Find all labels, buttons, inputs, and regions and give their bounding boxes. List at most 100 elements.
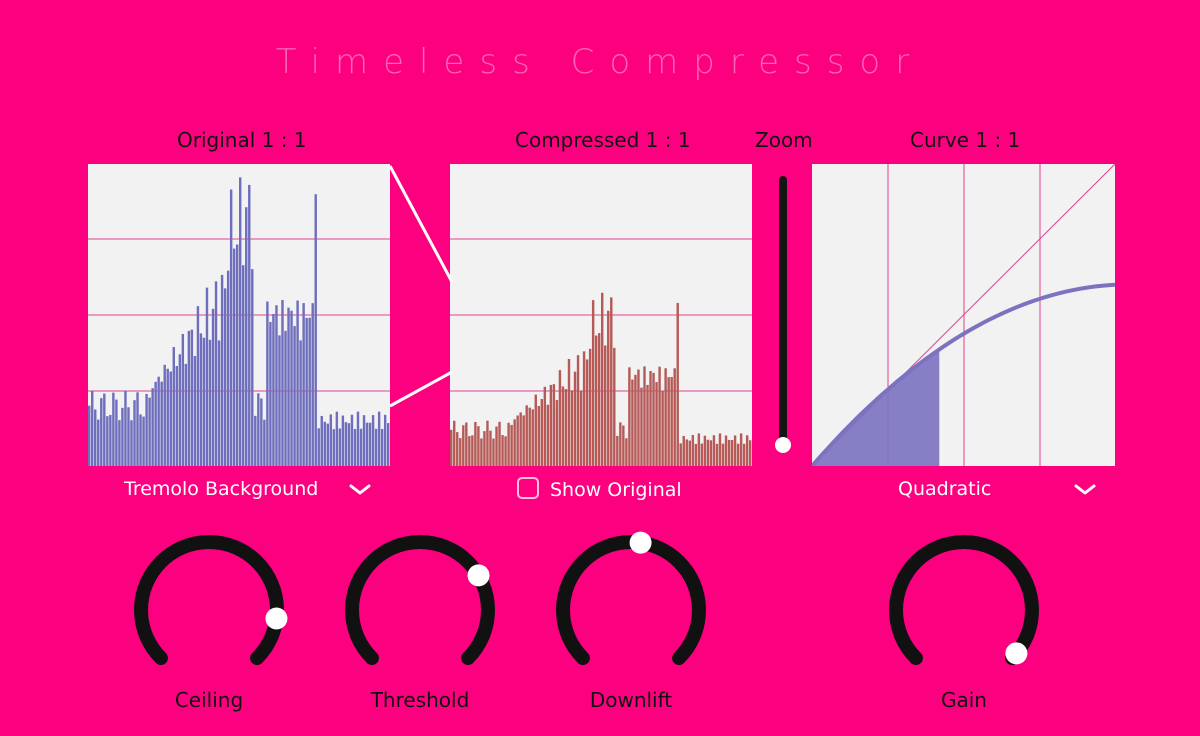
downlift-knob[interactable] xyxy=(549,530,713,680)
waveform-bar xyxy=(242,265,245,466)
waveform-bar xyxy=(293,326,296,466)
waveform-bar xyxy=(154,381,157,466)
compression-curve xyxy=(812,282,1115,466)
waveform-bar xyxy=(685,439,688,466)
waveform-bar xyxy=(329,414,333,466)
waveform-bar xyxy=(166,368,169,466)
waveform-bar xyxy=(643,366,646,466)
waveform-bar xyxy=(214,281,218,466)
waveform-bar xyxy=(450,429,453,466)
waveform-bar xyxy=(649,370,652,466)
show-original-checkbox[interactable] xyxy=(517,477,539,499)
waveform-bar xyxy=(465,422,468,466)
waveform-bar xyxy=(187,330,191,466)
preset-chevron-down-icon[interactable] xyxy=(348,483,372,497)
waveform-bar xyxy=(299,340,302,466)
compressed-waveform xyxy=(450,164,752,466)
waveform-bar xyxy=(498,421,501,466)
waveform-bar xyxy=(516,415,519,466)
curve-graph[interactable] xyxy=(812,164,1115,466)
waveform-bar xyxy=(679,443,682,466)
knob-handle[interactable] xyxy=(1005,642,1028,665)
show-original-label[interactable]: Show Original xyxy=(550,479,682,501)
waveform-bar xyxy=(501,435,504,466)
waveform-bar xyxy=(646,384,649,466)
waveform-bar xyxy=(302,303,305,466)
waveform-bar xyxy=(362,415,366,466)
ceiling-knob[interactable] xyxy=(127,530,291,680)
waveform-bar xyxy=(522,415,525,466)
waveform-bar xyxy=(223,288,227,466)
waveform-bar xyxy=(142,416,145,466)
waveform-bar xyxy=(519,412,522,466)
waveform-bar xyxy=(226,270,230,466)
gain-knob[interactable] xyxy=(882,530,1046,680)
waveform-bar xyxy=(706,439,710,466)
knob-track xyxy=(134,535,284,666)
waveform-bar xyxy=(239,177,242,466)
waveform-bar xyxy=(540,398,544,466)
waveform-bar xyxy=(745,435,749,466)
waveform-bar xyxy=(320,415,323,466)
threshold-knob[interactable] xyxy=(338,530,502,680)
knob-handle[interactable] xyxy=(467,564,490,587)
knob-handle[interactable] xyxy=(265,607,288,630)
preset-select[interactable]: Tremolo Background xyxy=(124,478,319,500)
waveform-bar xyxy=(359,428,363,466)
zoom-connector-bottom xyxy=(389,370,453,408)
waveform-bar xyxy=(510,424,513,466)
waveform-bar xyxy=(103,393,106,466)
waveform-bar xyxy=(160,381,163,466)
waveform-bar xyxy=(546,404,550,466)
waveform-bar xyxy=(344,422,348,466)
waveform-bar xyxy=(356,411,360,466)
waveform-bar xyxy=(591,300,595,466)
waveform-bar xyxy=(205,287,209,466)
curve-fill xyxy=(812,349,940,466)
waveform-bar xyxy=(97,419,100,466)
waveform-bar xyxy=(715,443,719,466)
waveform-bar xyxy=(112,392,115,466)
waveform-bar xyxy=(504,436,507,466)
waveform-bar xyxy=(486,420,489,466)
waveform-bar xyxy=(317,428,320,466)
waveform-bar xyxy=(106,416,109,466)
waveform-bar xyxy=(235,244,239,466)
waveform-bar xyxy=(257,393,260,466)
waveform-bar xyxy=(549,384,553,466)
original-label: Original 1 : 1 xyxy=(177,128,307,152)
zoom-slider-thumb[interactable] xyxy=(775,436,791,453)
waveform-bar xyxy=(697,433,701,466)
waveform-bar xyxy=(260,398,263,466)
waveform-bar xyxy=(275,305,278,466)
waveform-bar xyxy=(229,189,233,466)
waveform-bar xyxy=(287,307,290,466)
zoom-connector-top xyxy=(388,165,454,283)
waveform-bar xyxy=(658,366,661,466)
waveform-bar xyxy=(296,300,299,466)
waveform-bar xyxy=(136,392,139,466)
curve-chevron-down-icon[interactable] xyxy=(1073,483,1097,497)
knob-track xyxy=(345,535,495,666)
waveform-bar xyxy=(709,440,713,466)
waveform-bar xyxy=(588,348,592,466)
waveform-bar xyxy=(181,333,185,466)
waveform-bar xyxy=(284,330,287,466)
waveform-bar xyxy=(631,379,634,466)
waveform-bar xyxy=(597,333,601,466)
knob-handle[interactable] xyxy=(629,531,652,554)
waveform-bar xyxy=(733,435,737,466)
waveform-bar xyxy=(712,435,716,466)
waveform-bar xyxy=(266,301,269,466)
waveform-bar xyxy=(739,433,743,466)
waveform-bar xyxy=(281,299,284,466)
waveform-bar xyxy=(730,440,734,466)
curve-type-select[interactable]: Quadratic xyxy=(898,478,992,500)
waveform-bar xyxy=(474,421,477,466)
waveform-bar xyxy=(552,384,556,466)
zoom-slider-track[interactable] xyxy=(779,176,787,453)
waveform-bar xyxy=(332,429,336,466)
waveform-bar xyxy=(208,339,212,466)
waveform-bar xyxy=(169,371,172,466)
waveform-bar xyxy=(655,382,658,466)
